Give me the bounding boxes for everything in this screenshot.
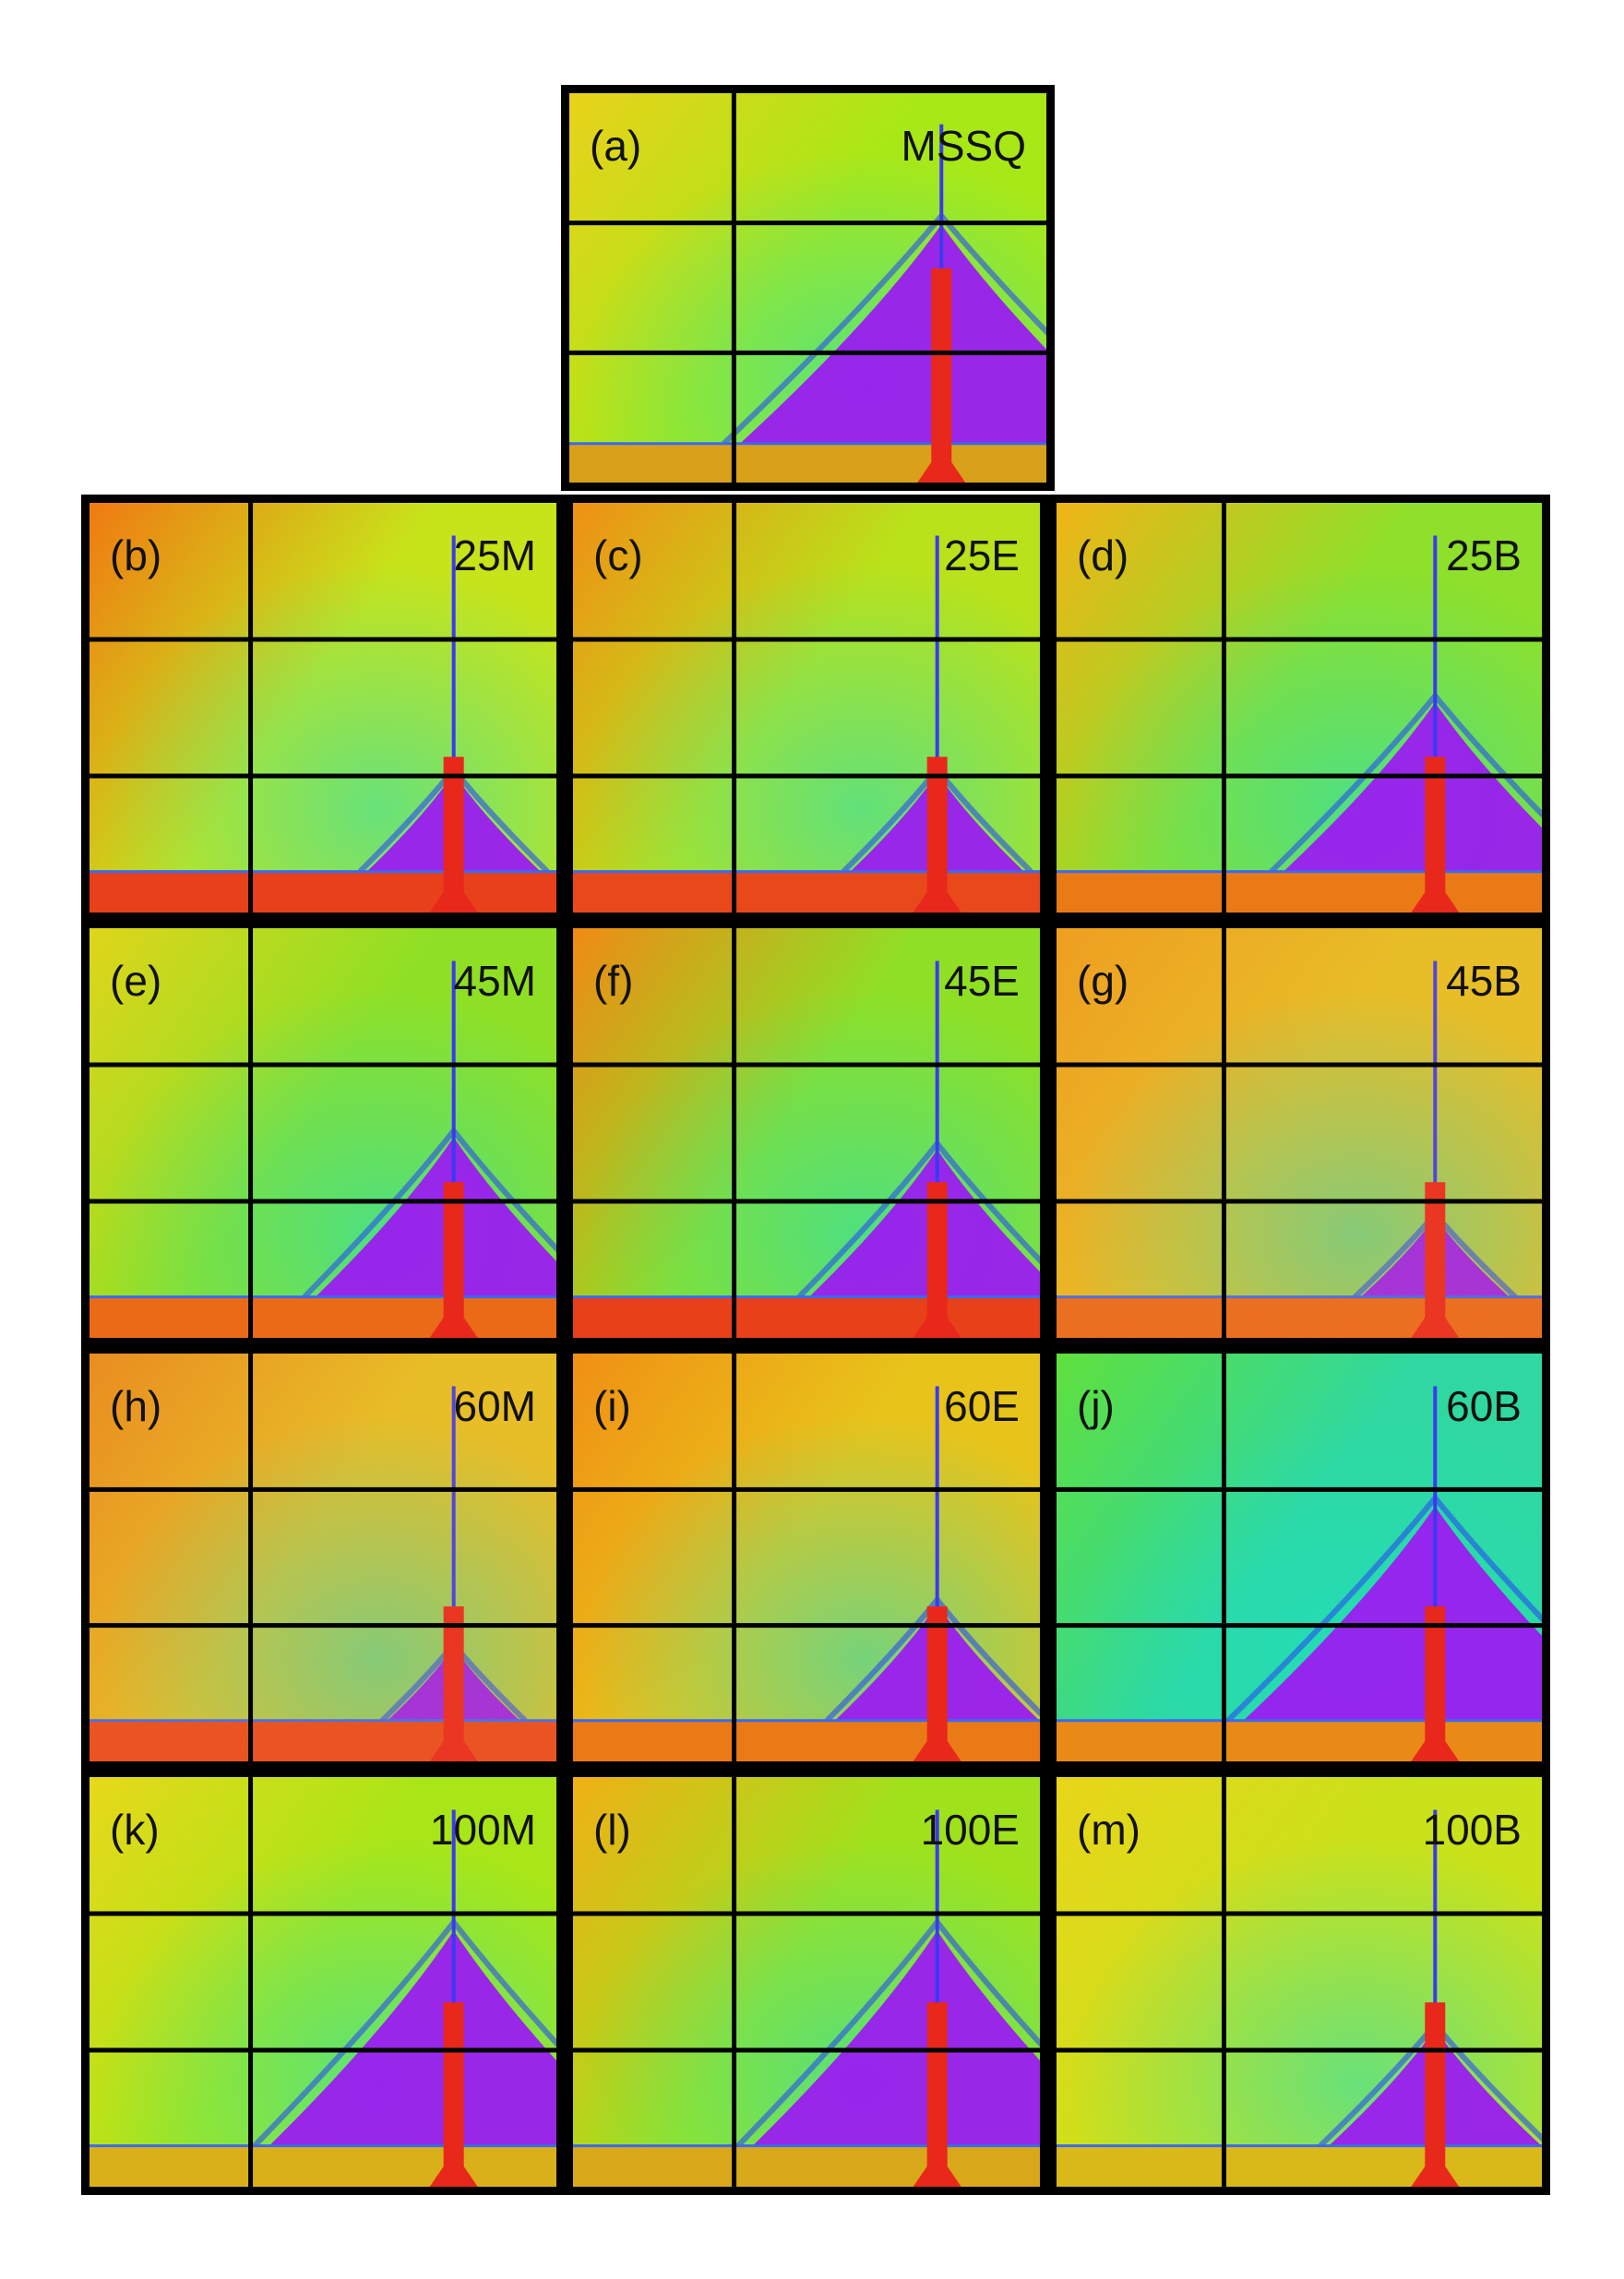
panel-letter: (c) <box>593 531 643 579</box>
substrate <box>569 443 1046 483</box>
sample-code: 60E <box>944 1382 1020 1430</box>
sample-code: 25M <box>453 531 536 579</box>
sample-code: 45M <box>453 957 536 1005</box>
substrate <box>90 871 556 913</box>
panel-l: (l) 100E <box>565 1769 1048 2195</box>
noise-overlay <box>1057 928 1542 1338</box>
emitter-stem <box>913 1182 961 1338</box>
substrate <box>573 1296 1040 1338</box>
simulation-image <box>569 93 1046 483</box>
substrate <box>573 2145 1040 2187</box>
noise-overlay <box>90 1354 556 1761</box>
emitter-stem <box>913 1606 961 1761</box>
sample-code: 45B <box>1446 957 1522 1005</box>
emitter-stem <box>1411 1606 1460 1761</box>
panel-letter: (h) <box>110 1382 162 1430</box>
substrate <box>573 871 1040 913</box>
panel-h: (h) 60M <box>81 1345 565 1770</box>
substrate <box>1057 1720 1542 1761</box>
panel-letter: (l) <box>593 1806 631 1854</box>
plume <box>269 1930 556 2146</box>
simulation-image <box>90 1354 556 1761</box>
plume <box>739 224 1046 444</box>
panel-b: (b) 25M <box>81 495 565 921</box>
simulation-image <box>573 1354 1040 1761</box>
emitter-stem <box>429 2002 478 2187</box>
panel-f: (f) 45E <box>565 920 1048 1346</box>
simulation-image <box>573 503 1040 913</box>
simulation-image <box>573 1777 1040 2187</box>
emitter-stem <box>429 1182 478 1338</box>
panel-letter: (b) <box>110 531 162 579</box>
panel-letter: (a) <box>590 122 642 170</box>
sample-code: 100M <box>429 1806 536 1854</box>
emitter-stem <box>913 757 961 913</box>
emitter-stem <box>1411 757 1460 913</box>
simulation-image <box>90 928 556 1338</box>
plume <box>1283 702 1542 872</box>
panel-a: (a) MSSQ <box>561 85 1055 491</box>
emitter-stem <box>917 268 966 483</box>
substrate <box>90 1296 556 1338</box>
sample-code: MSSQ <box>901 122 1026 170</box>
panel-j: (j) 60B <box>1048 1345 1550 1770</box>
panel-e: (e) 45M <box>81 920 565 1346</box>
panel-c: (c) 25E <box>565 495 1048 921</box>
panel-i: (i) 60E <box>565 1345 1048 1770</box>
sample-code: 60M <box>453 1382 536 1430</box>
panel-d: (d) 25B <box>1048 495 1550 921</box>
sample-code: 25B <box>1446 531 1522 579</box>
plume <box>1243 1506 1542 1721</box>
emitter-stem <box>1411 2002 1460 2187</box>
simulation-image <box>90 503 556 913</box>
sample-code: 60B <box>1446 1382 1522 1430</box>
emitter-stem <box>429 757 478 913</box>
substrate <box>573 1720 1040 1761</box>
panel-letter: (e) <box>110 957 162 1005</box>
sample-code: 25E <box>944 531 1020 579</box>
plume <box>752 1930 1040 2146</box>
panel-g: (g) 45B <box>1048 920 1550 1346</box>
sample-code: 100E <box>920 1806 1020 1854</box>
substrate <box>1057 2145 1542 2187</box>
sample-code: 100B <box>1422 1806 1522 1854</box>
panel-k: (k) 100M <box>81 1769 565 2195</box>
panel-letter: (m) <box>1077 1806 1140 1854</box>
plume <box>809 1149 1040 1297</box>
substrate <box>90 2145 556 2187</box>
sample-code: 45E <box>944 957 1020 1005</box>
simulation-image <box>1057 503 1542 913</box>
panel-m: (m) 100B <box>1048 1769 1550 2195</box>
simulation-image <box>1057 928 1542 1338</box>
simulation-image <box>90 1777 556 2187</box>
simulation-image <box>1057 1354 1542 1761</box>
panel-letter: (g) <box>1077 957 1129 1005</box>
simulation-image <box>1057 1777 1542 2187</box>
panel-letter: (k) <box>110 1806 160 1854</box>
panel-letter: (f) <box>593 957 634 1005</box>
panel-letter: (d) <box>1077 531 1129 579</box>
panel-letter: (i) <box>593 1382 631 1430</box>
panel-letter: (j) <box>1077 1382 1115 1430</box>
emitter-stem <box>913 2002 961 2187</box>
plume <box>315 1137 556 1297</box>
simulation-image <box>573 928 1040 1338</box>
substrate <box>1057 871 1542 913</box>
